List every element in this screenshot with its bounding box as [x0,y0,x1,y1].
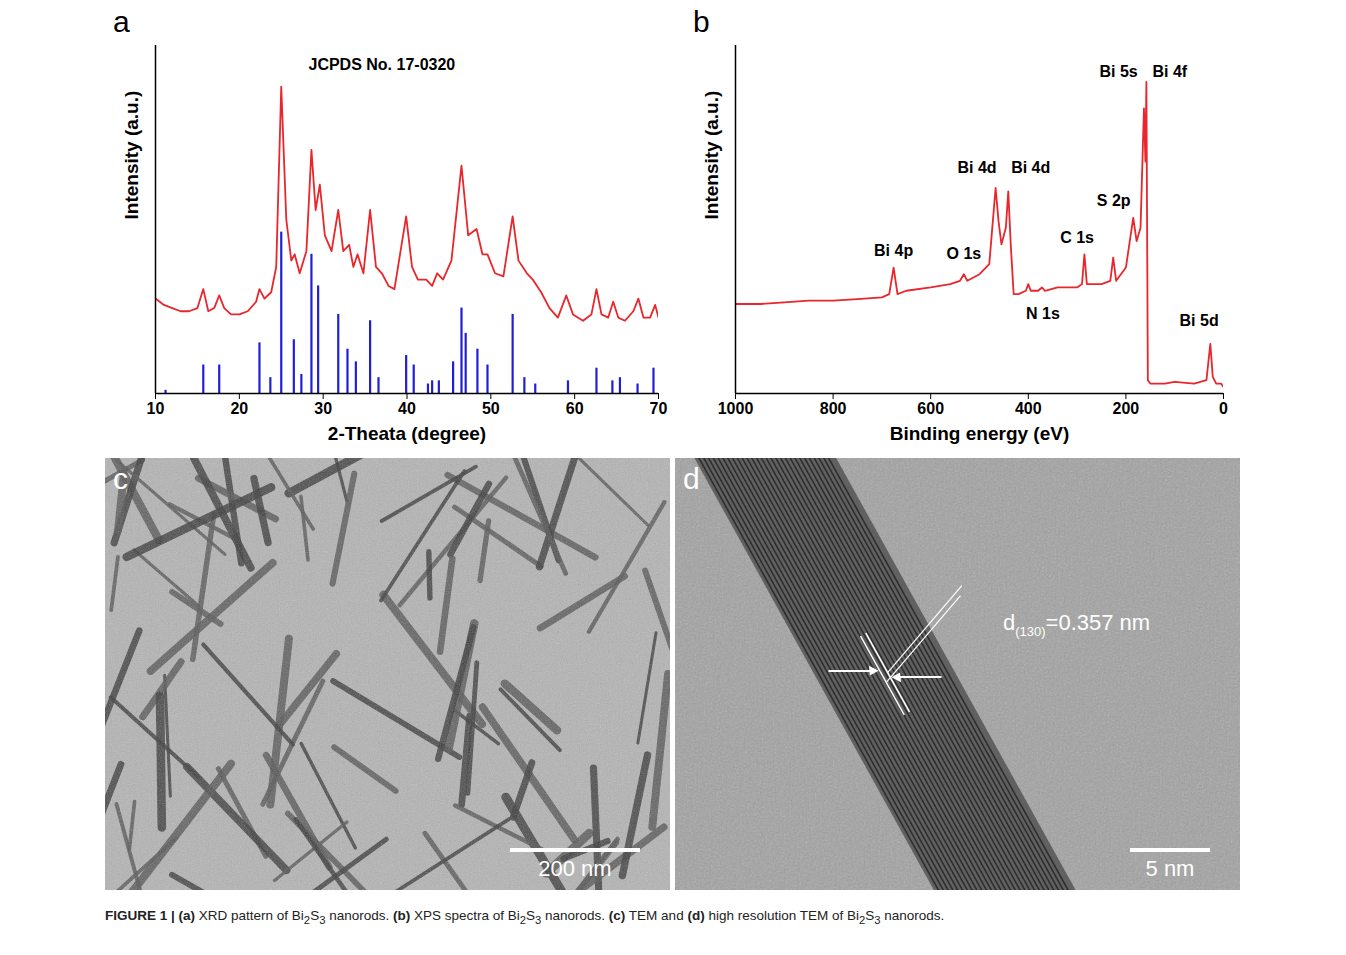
svg-text:Bi 4p: Bi 4p [874,242,913,259]
svg-text:O 1s: O 1s [947,245,982,262]
svg-text:70: 70 [650,400,668,417]
svg-text:20: 20 [230,400,248,417]
svg-text:Binding energy (eV): Binding energy (eV) [890,423,1069,444]
svg-text:Bi 4d: Bi 4d [1011,159,1050,176]
svg-text:0: 0 [1219,400,1228,417]
svg-text:5 nm: 5 nm [1146,856,1195,881]
svg-text:Bi 5s: Bi 5s [1099,63,1137,80]
svg-text:30: 30 [314,400,332,417]
svg-text:10: 10 [147,400,165,417]
svg-text:200 nm: 200 nm [538,856,611,881]
svg-text:d(130)=0.357 nm: d(130)=0.357 nm [1003,610,1150,639]
svg-text:800: 800 [820,400,847,417]
html-text:FIGURE 1 | (a) XRD pattern of: FIGURE 1 | (a) XRD pattern of Bi2S3nanor… [105,908,945,926]
svg-text:Bi 5d: Bi 5d [1180,312,1219,329]
html-text:c: c [113,462,128,495]
html-text:a: a [113,5,130,38]
svg-text:Bi 4d: Bi 4d [957,159,996,176]
svg-text:S 2p: S 2p [1097,192,1131,209]
svg-text:40: 40 [398,400,416,417]
svg-text:600: 600 [917,400,944,417]
svg-text:200: 200 [1113,400,1140,417]
svg-text:Bi 4f: Bi 4f [1152,63,1187,80]
svg-text:C 1s: C 1s [1060,229,1094,246]
svg-text:2-Theata (degree): 2-Theata (degree) [328,423,486,444]
html-text:d: d [683,462,700,495]
html-text:b: b [693,5,710,38]
svg-text:400: 400 [1015,400,1042,417]
svg-text:50: 50 [482,400,500,417]
svg-text:Intensity (a.u.): Intensity (a.u.) [121,91,142,220]
svg-text:60: 60 [566,400,584,417]
svg-text:N 1s: N 1s [1026,305,1060,322]
svg-text:JCPDS No. 17-0320: JCPDS No. 17-0320 [308,56,455,73]
svg-text:Intensity (a.u.): Intensity (a.u.) [701,91,722,220]
svg-text:1000: 1000 [718,400,754,417]
